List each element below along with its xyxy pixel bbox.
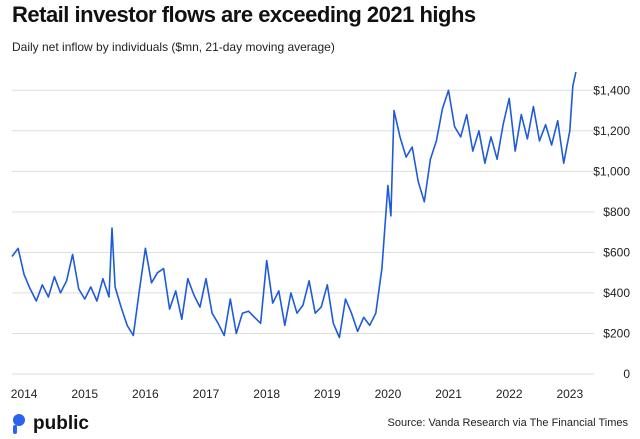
x-tick-label: 2019 bbox=[314, 387, 341, 401]
y-axis-labels: 0 $200 $400 $600 $800 $1,000 $1,200 $1,400 bbox=[593, 83, 630, 381]
chart-subtitle: Daily net inflow by individuals ($mn, 21… bbox=[12, 40, 335, 54]
chart-title: Retail investor flows are exceeding 2021… bbox=[12, 2, 476, 27]
x-tick-label: 2023 bbox=[556, 387, 583, 401]
series-line bbox=[11, 71, 577, 339]
x-tick-label: 2021 bbox=[435, 387, 462, 401]
public-logo-icon bbox=[13, 414, 25, 434]
y-tick-label: $1,000 bbox=[593, 164, 630, 178]
y-tick-label: $400 bbox=[603, 286, 630, 300]
x-tick-label: 2015 bbox=[71, 387, 98, 401]
gridlines bbox=[12, 89, 594, 375]
y-tick-label: $1,200 bbox=[593, 124, 630, 138]
public-logo: public bbox=[12, 413, 89, 435]
x-tick-label: 2020 bbox=[375, 387, 402, 401]
x-tick-label: 2016 bbox=[132, 387, 159, 401]
x-axis-labels: 2014 2015 2016 2017 2018 2019 2020 2021 2022 2023 bbox=[11, 387, 584, 401]
x-tick-label: 2017 bbox=[193, 387, 220, 401]
x-tick-label: 2014 bbox=[11, 387, 38, 401]
source-note: Source: Vanda Research via The Financial… bbox=[387, 417, 629, 429]
y-tick-label: $600 bbox=[603, 245, 630, 259]
logo-text: public bbox=[33, 413, 89, 434]
y-tick-label: $800 bbox=[603, 205, 630, 219]
y-tick-label: $1,400 bbox=[593, 83, 630, 97]
x-tick-label: 2018 bbox=[253, 387, 280, 401]
y-tick-label: $200 bbox=[603, 326, 630, 340]
y-tick-label: 0 bbox=[623, 367, 630, 381]
series-lines bbox=[11, 71, 577, 339]
x-tick-label: 2022 bbox=[496, 387, 523, 401]
